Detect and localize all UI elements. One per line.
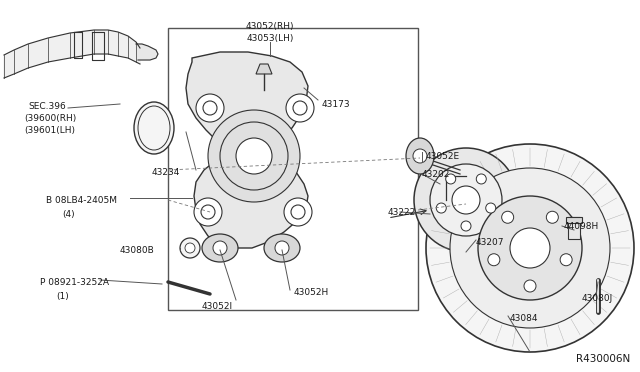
Circle shape xyxy=(208,110,300,202)
Circle shape xyxy=(413,149,427,163)
Circle shape xyxy=(185,243,195,253)
Circle shape xyxy=(488,254,500,266)
Text: P 08921-3252A: P 08921-3252A xyxy=(40,278,109,287)
Bar xyxy=(168,28,418,310)
Polygon shape xyxy=(4,30,140,78)
Circle shape xyxy=(275,241,289,255)
Circle shape xyxy=(194,198,222,226)
Text: SEC.396: SEC.396 xyxy=(28,102,66,111)
Circle shape xyxy=(284,198,312,226)
Circle shape xyxy=(196,94,224,122)
Bar xyxy=(568,217,580,239)
Circle shape xyxy=(426,144,634,352)
Circle shape xyxy=(414,148,518,252)
Circle shape xyxy=(524,280,536,292)
Circle shape xyxy=(293,101,307,115)
Circle shape xyxy=(547,211,558,223)
Text: 43084: 43084 xyxy=(510,314,538,323)
Circle shape xyxy=(203,101,217,115)
Circle shape xyxy=(286,94,314,122)
Text: 43052H: 43052H xyxy=(294,288,329,297)
Circle shape xyxy=(452,186,480,214)
Bar xyxy=(566,217,582,223)
Text: 43052(RH): 43052(RH) xyxy=(246,22,294,31)
Circle shape xyxy=(502,211,514,223)
Text: (1): (1) xyxy=(56,292,68,301)
Circle shape xyxy=(213,241,227,255)
Circle shape xyxy=(220,122,288,190)
Text: 43222: 43222 xyxy=(388,208,416,217)
Polygon shape xyxy=(256,64,272,74)
Circle shape xyxy=(236,138,272,174)
Circle shape xyxy=(510,228,550,268)
Ellipse shape xyxy=(134,102,174,154)
Text: R430006N: R430006N xyxy=(576,354,630,364)
Polygon shape xyxy=(136,44,158,60)
Text: (39601(LH): (39601(LH) xyxy=(24,126,75,135)
Circle shape xyxy=(180,238,200,258)
Ellipse shape xyxy=(406,138,434,174)
Text: (39600(RH): (39600(RH) xyxy=(24,114,76,123)
Ellipse shape xyxy=(264,234,300,262)
Text: 43080J: 43080J xyxy=(582,294,613,303)
Circle shape xyxy=(478,196,582,300)
Circle shape xyxy=(461,221,471,231)
Circle shape xyxy=(436,203,446,213)
Text: 43207: 43207 xyxy=(476,238,504,247)
Circle shape xyxy=(476,174,486,184)
Text: B 08LB4-2405M: B 08LB4-2405M xyxy=(46,196,117,205)
Text: 43053(LH): 43053(LH) xyxy=(246,34,294,43)
Text: (4): (4) xyxy=(62,210,75,219)
Text: 43234: 43234 xyxy=(152,168,180,177)
Circle shape xyxy=(201,205,215,219)
Text: 43052E: 43052E xyxy=(426,152,460,161)
Circle shape xyxy=(445,174,456,184)
Ellipse shape xyxy=(202,234,238,262)
Text: 43202: 43202 xyxy=(422,170,451,179)
Circle shape xyxy=(291,205,305,219)
Text: 44098H: 44098H xyxy=(564,222,599,231)
Text: 43052I: 43052I xyxy=(202,302,233,311)
Circle shape xyxy=(560,254,572,266)
Polygon shape xyxy=(186,52,308,248)
Circle shape xyxy=(486,203,496,213)
Circle shape xyxy=(430,164,502,236)
Circle shape xyxy=(450,168,610,328)
Text: 43173: 43173 xyxy=(322,100,351,109)
Text: 43080B: 43080B xyxy=(120,246,155,255)
